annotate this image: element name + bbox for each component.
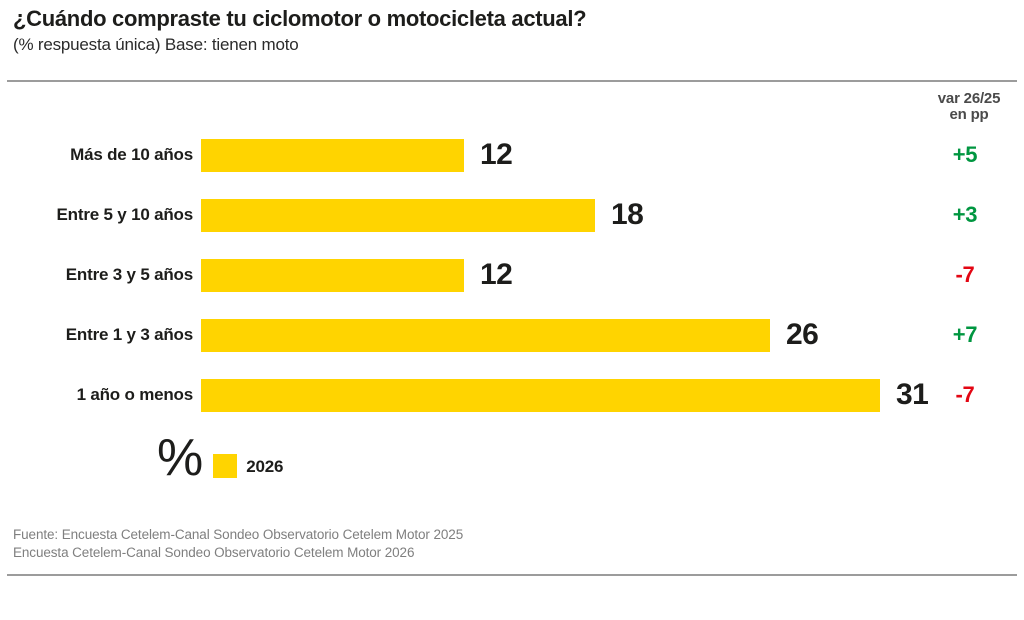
value-label: 12 [480,258,513,291]
source-line1: Fuente: Encuesta Cetelem-Canal Sondeo Ob… [13,527,464,542]
bar-track: 12 [201,125,513,185]
bar [201,258,464,292]
bar-track: 26 [201,305,819,365]
var-header-line1: var 26/25 [937,90,1001,107]
var-value: +7 [952,322,978,347]
percent-symbol: % [157,429,204,487]
bar-track: 12 [201,245,513,305]
bar [201,318,770,352]
bar-row: 1 año o menos 31 -7 [0,365,1024,425]
value-label: 31 [896,378,929,411]
source-note: Fuente: Encuesta Cetelem-Canal Sondeo Ob… [13,526,463,562]
page-title: ¿Cuándo compraste tu ciclomotor o motoci… [13,6,587,31]
bar [201,378,880,412]
category-label: Más de 10 años [70,145,193,164]
legend-label-2026: 2026 [246,457,284,476]
var-value: +3 [952,202,978,227]
var-column-header: var 26/25 en pp [926,91,1012,123]
legend-swatch-2026 [213,454,238,478]
bottom-divider [7,574,1017,576]
bar [201,198,595,232]
category-label: Entre 1 y 3 años [65,325,193,344]
bar [201,138,464,172]
legend: % 2026 [157,432,283,484]
bar-row: Más de 10 años 12 +5 [0,125,1024,185]
value-label: 26 [786,318,819,351]
value-label: 18 [611,198,644,231]
bar-track: 31 [201,365,929,425]
var-value: -7 [955,262,975,287]
category-label: Entre 5 y 10 años [56,205,194,224]
bar-row: Entre 1 y 3 años 26 +7 [0,305,1024,365]
bar-chart: Más de 10 años 12 +5 Entre 5 y 10 años 1… [0,125,1024,425]
bar-track: 18 [201,185,644,245]
bar-row: Entre 5 y 10 años 18 +3 [0,185,1024,245]
category-label: 1 año o menos [76,385,194,404]
source-line2: Encuesta Cetelem-Canal Sondeo Observator… [13,545,415,560]
var-value: +5 [952,142,978,167]
top-divider [7,80,1017,82]
bar-row: Entre 3 y 5 años 12 -7 [0,245,1024,305]
category-label: Entre 3 y 5 años [65,265,193,284]
var-header-line2: en pp [949,106,989,123]
page-subtitle: (% respuesta única) Base: tienen moto [13,35,299,54]
value-label: 12 [480,138,513,171]
var-value: -7 [955,382,975,407]
